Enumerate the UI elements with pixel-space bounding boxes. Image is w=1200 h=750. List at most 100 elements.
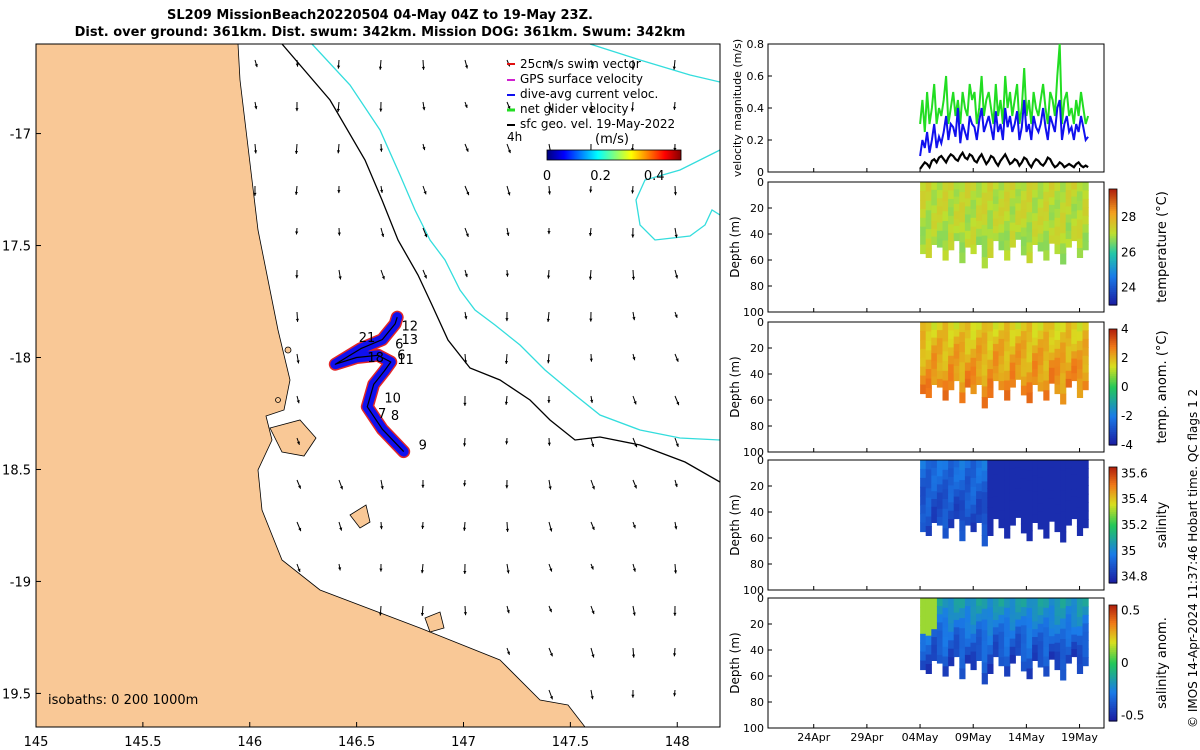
section-colorbar-cell (1109, 499, 1117, 503)
section-cell (1026, 598, 1033, 609)
map-colorbar-cell (606, 150, 608, 160)
section-cell (931, 467, 938, 477)
map-colorbar-cell (624, 150, 626, 160)
section-cell (1037, 615, 1044, 625)
section-cell (1048, 605, 1056, 614)
section-cell (1043, 598, 1050, 609)
section-cell (1071, 358, 1078, 367)
section-cell (1009, 638, 1016, 648)
section-cell (925, 210, 932, 221)
section-cell (920, 375, 927, 386)
section-cell (925, 497, 932, 508)
section-cell (987, 645, 994, 656)
section-cell (1060, 639, 1067, 650)
section-cell (948, 519, 955, 529)
section-cell (1065, 484, 1072, 494)
section-cell (987, 516, 994, 527)
section-cell (987, 210, 994, 221)
section-cell (1026, 192, 1033, 203)
section-cell (1071, 203, 1078, 212)
section-cell (1054, 330, 1061, 341)
section-cell (987, 200, 994, 211)
section-cell (1032, 236, 1039, 245)
section-cell (1009, 468, 1016, 477)
section-cell (1076, 359, 1084, 370)
section-cell (1015, 322, 1022, 330)
section-cell (931, 514, 938, 523)
section-cell (1065, 476, 1072, 485)
map-colorbar-cell (622, 150, 624, 160)
section-cell (964, 338, 972, 347)
section-cell (1065, 508, 1072, 518)
geo-vector-head (421, 525, 425, 529)
map-colorbar-cell (653, 150, 655, 160)
map-colorbar-cell (610, 150, 612, 160)
section-cell (1020, 478, 1028, 488)
section-cell (976, 337, 983, 346)
section-cell (1060, 352, 1067, 364)
section-cell (981, 535, 988, 547)
section-cell (1026, 500, 1033, 511)
geo-vector-head (423, 275, 427, 279)
section-cell (1060, 383, 1067, 395)
map-colorbar-cell (640, 150, 642, 160)
geo-vector-head (549, 696, 553, 700)
section-colorbar-cell (1109, 332, 1117, 336)
section-cell (964, 598, 972, 607)
section-cell (987, 635, 994, 646)
section-cell (953, 203, 960, 212)
section-colorbar-cell (1109, 703, 1117, 707)
map-colorbar-cell (604, 150, 606, 160)
section-cell (976, 353, 983, 362)
section-cell (981, 246, 988, 258)
section-cell (936, 622, 944, 632)
section-cell (1037, 347, 1044, 357)
section-colorbar-cell (1109, 344, 1117, 347)
section-colorbar-tick-label: -4 (1121, 438, 1133, 452)
section-colorbar-cell (1109, 678, 1117, 681)
section-cell (1009, 214, 1016, 224)
section-colorbar-cell (1109, 381, 1117, 384)
section-cell (1004, 250, 1011, 261)
section-cell (1043, 607, 1050, 619)
section-cell (1026, 232, 1033, 244)
section-cell (953, 489, 960, 498)
section-cell (1082, 241, 1089, 251)
geo-vector-head (463, 483, 467, 487)
section-cell (1071, 503, 1078, 512)
section-colorbar-cell (1109, 523, 1117, 526)
section-cell (1076, 516, 1084, 527)
section-cell (1026, 322, 1033, 333)
geo-vector-head (591, 526, 595, 530)
section-cell (970, 348, 977, 359)
section-colorbar-cell (1109, 354, 1117, 357)
section-cell (920, 322, 927, 332)
section-cell (1026, 638, 1033, 649)
section-cell (981, 203, 988, 215)
section-cell (936, 638, 944, 648)
section-cell (998, 241, 1005, 251)
section-colorbar-cell (1109, 281, 1117, 285)
section-cell (1071, 627, 1078, 636)
map-colorbar-cell (618, 150, 620, 160)
geo-vector-head (631, 276, 636, 280)
section-colorbar-cell (1109, 291, 1117, 294)
section-cell (953, 336, 960, 345)
section-colorbar-cell (1109, 264, 1117, 267)
section-cell (1060, 322, 1067, 333)
section-cell (987, 359, 994, 370)
section-cell (925, 526, 932, 536)
section-cell (953, 365, 960, 374)
section-colorbar-cell (1109, 567, 1117, 570)
section-cell (953, 511, 960, 520)
section-cell (1009, 182, 1016, 191)
section-cell (936, 182, 944, 191)
section-cell (1015, 364, 1022, 373)
section-cell (1004, 607, 1011, 619)
section-cell (1009, 646, 1016, 656)
section-cell (931, 613, 938, 622)
section-cell (992, 460, 1000, 468)
section-cell (1020, 349, 1028, 359)
section-cell (931, 353, 938, 362)
geo-vector-head (298, 527, 302, 532)
